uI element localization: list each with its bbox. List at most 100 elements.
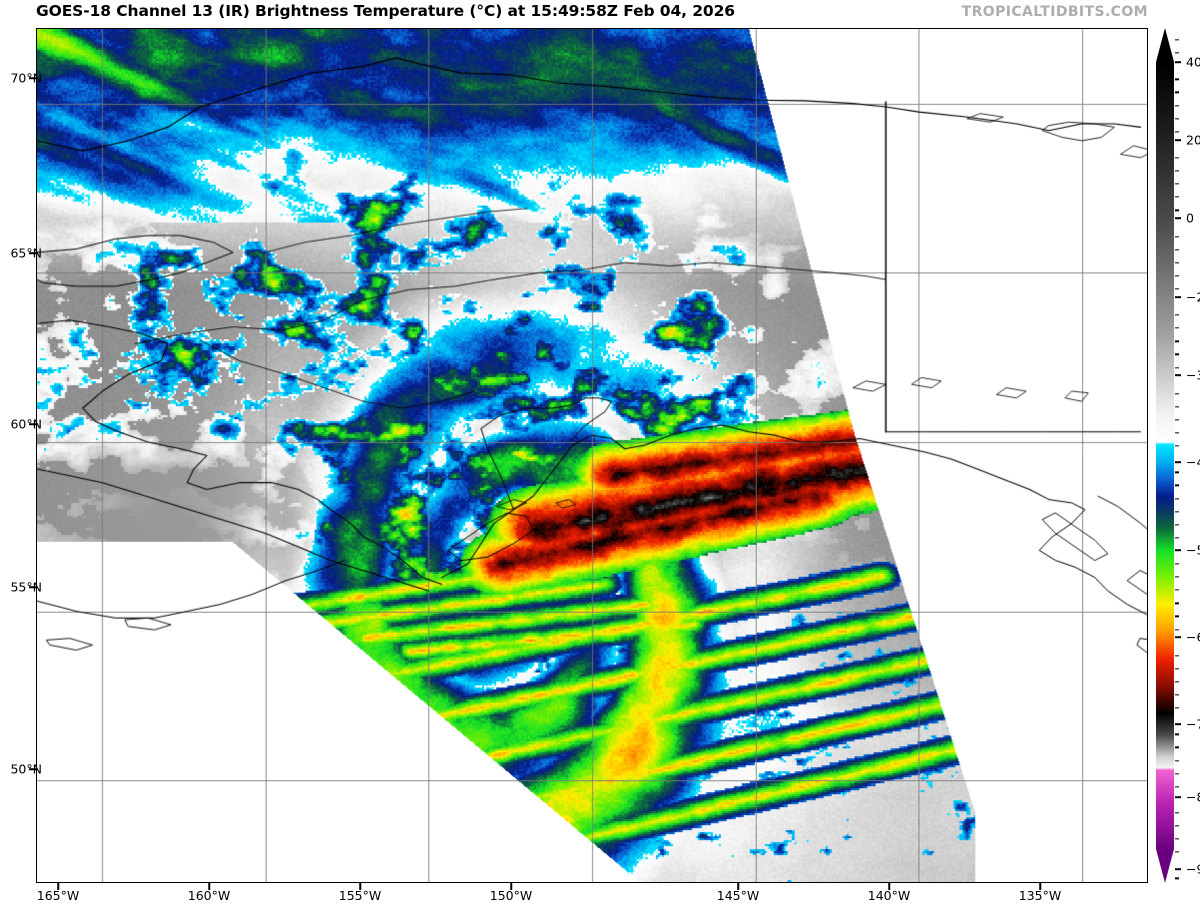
lon-tick-label: 160°W <box>187 888 231 903</box>
colorbar-minor-tick <box>1175 445 1179 447</box>
colorbar-minor-tick <box>1175 851 1179 853</box>
colorbar-minor-tick <box>1175 668 1179 670</box>
lon-tick-mark <box>737 883 739 890</box>
colorbar-minor-tick <box>1175 327 1179 329</box>
colorbar-minor-tick <box>1175 524 1179 526</box>
colorbar-minor-tick <box>1175 877 1179 880</box>
colorbar-gradient <box>1156 28 1174 883</box>
colorbar-tick-mark <box>1175 296 1181 298</box>
lat-tick-mark <box>29 252 36 254</box>
colorbar-minor-tick <box>1175 78 1179 80</box>
lon-tick-label: 150°W <box>489 888 533 903</box>
colorbar-minor-tick <box>1175 733 1179 735</box>
colorbar-minor-tick <box>1175 157 1179 159</box>
lat-tick-mark <box>29 768 36 770</box>
colorbar-tick-mark <box>1175 139 1181 141</box>
colorbar-minor-tick <box>1175 759 1179 762</box>
colorbar-tick-label: −80 <box>1186 789 1200 805</box>
colorbar-minor-tick <box>1175 838 1179 840</box>
colorbar-tick-label: −30 <box>1186 367 1200 383</box>
lon-tick-mark <box>208 883 210 890</box>
colorbar-tick-mark <box>1175 636 1181 638</box>
colorbar-minor-tick <box>1175 104 1179 107</box>
colorbar-minor-tick <box>1175 170 1179 172</box>
colorbar-minor-tick <box>1175 563 1179 565</box>
colorbar-minor-tick <box>1175 288 1179 290</box>
lat-tick-label: 65°N <box>10 245 42 261</box>
lon-tick-mark <box>510 883 512 890</box>
colorbar-minor-tick <box>1175 537 1179 539</box>
colorbar-minor-tick <box>1175 183 1179 185</box>
colorbar-minor-tick <box>1175 772 1179 775</box>
lat-tick-label: 60°N <box>10 416 42 432</box>
colorbar-minor-tick <box>1175 471 1179 473</box>
lon-tick-mark <box>1039 883 1041 890</box>
colorbar-minor-tick <box>1175 655 1179 657</box>
lat-tick-label: 50°N <box>10 761 42 777</box>
colorbar-minor-tick <box>1175 39 1179 41</box>
colorbar-minor-tick <box>1175 406 1179 408</box>
colorbar-tick-mark <box>1175 374 1181 376</box>
lon-tick-mark <box>888 883 890 890</box>
lat-tick-label: 55°N <box>10 579 42 595</box>
colorbar-tick-mark <box>1175 796 1181 798</box>
lon-tick-mark <box>57 883 59 890</box>
lon-tick-label: 135°W <box>1018 888 1062 903</box>
colorbar-tick-label: −50 <box>1186 542 1200 558</box>
colorbar-minor-tick <box>1175 628 1179 631</box>
colorbar-minor-tick <box>1175 366 1179 369</box>
colorbar-minor-tick <box>1175 694 1179 696</box>
colorbar-minor-tick <box>1175 825 1179 827</box>
colorbar-tick-label: 40 <box>1186 54 1200 70</box>
colorbar-minor-tick <box>1175 510 1179 513</box>
satellite-ir-image[interactable] <box>37 29 1147 882</box>
colorbar-minor-tick <box>1175 615 1179 618</box>
colorbar-tick-mark <box>1175 217 1181 219</box>
lat-tick-mark <box>29 586 36 588</box>
colorbar-minor-tick <box>1175 209 1179 211</box>
header-bar: GOES-18 Channel 13 (IR) Brightness Tempe… <box>0 0 1200 28</box>
colorbar-tick-label: 0 <box>1186 210 1194 226</box>
colorbar-minor-tick <box>1175 432 1179 434</box>
colorbar-minor-tick <box>1175 340 1179 342</box>
colorbar-minor-tick <box>1175 746 1179 749</box>
colorbar-minor-tick <box>1175 262 1179 264</box>
colorbar-minor-tick <box>1175 707 1179 709</box>
colorbar-minor-tick <box>1175 589 1179 591</box>
lon-tick-label: 155°W <box>338 888 382 903</box>
colorbar-minor-tick <box>1175 681 1179 683</box>
map-frame[interactable] <box>36 28 1148 883</box>
colorbar-minor-tick <box>1175 353 1179 356</box>
colorbar-tick-label: −60 <box>1186 629 1200 645</box>
page-title: GOES-18 Channel 13 (IR) Brightness Tempe… <box>36 2 735 20</box>
colorbar-minor-tick <box>1175 419 1179 421</box>
lon-tick-label: 140°W <box>867 888 911 903</box>
colorbar-minor-tick <box>1175 812 1179 814</box>
colorbar-tick-mark <box>1175 61 1181 63</box>
colorbar[interactable] <box>1156 28 1174 883</box>
colorbar-tick-mark <box>1175 461 1181 463</box>
colorbar-minor-tick <box>1175 275 1179 277</box>
lon-tick-label: 165°W <box>36 888 80 903</box>
colorbar-minor-tick <box>1175 131 1179 133</box>
lat-tick-label: 70°N <box>10 70 42 86</box>
watermark-credit: TROPICALTIDBITS.COM <box>961 4 1148 20</box>
lon-tick-mark <box>359 883 361 890</box>
colorbar-tick-mark <box>1175 549 1181 551</box>
colorbar-minor-tick <box>1175 196 1179 198</box>
colorbar-tick-mark <box>1175 723 1181 725</box>
colorbar-tick-label: −70 <box>1186 716 1200 732</box>
colorbar-minor-tick <box>1175 248 1179 251</box>
colorbar-minor-tick <box>1175 484 1179 487</box>
colorbar-minor-tick <box>1175 393 1179 395</box>
colorbar-minor-tick <box>1175 91 1179 94</box>
colorbar-tick-label: −20 <box>1186 289 1200 305</box>
colorbar-tick-label: 20 <box>1186 132 1200 148</box>
lon-tick-label: 145°W <box>716 888 760 903</box>
colorbar-tick-label: −90 <box>1186 861 1200 877</box>
lat-tick-mark <box>29 423 36 425</box>
colorbar-minor-tick <box>1175 576 1179 578</box>
colorbar-minor-tick <box>1175 235 1179 238</box>
colorbar-minor-tick <box>1175 314 1179 316</box>
